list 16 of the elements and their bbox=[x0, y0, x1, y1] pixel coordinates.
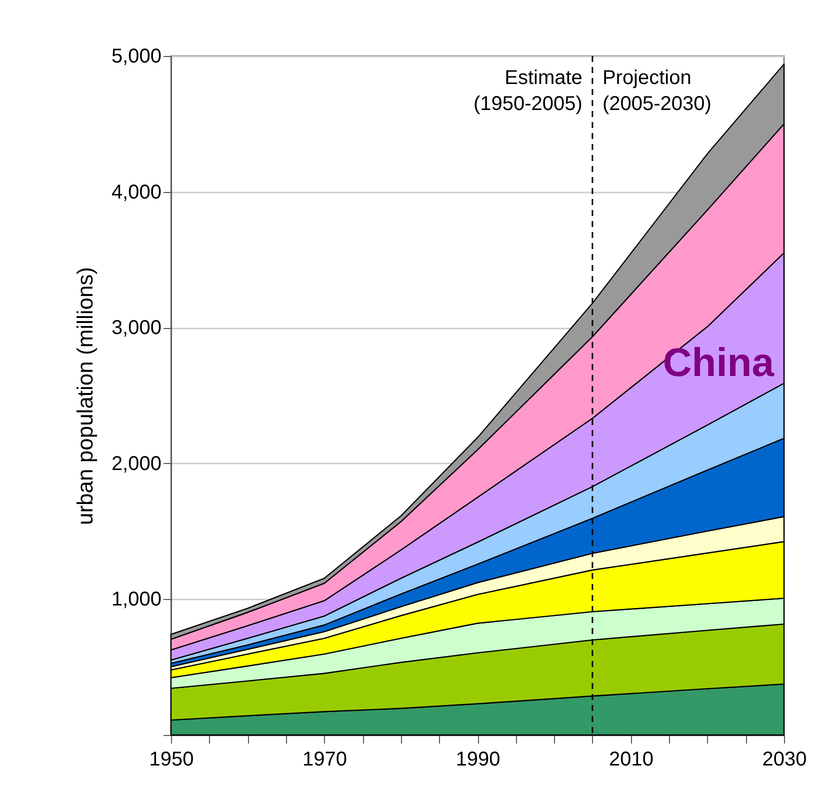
y-tick-label: 3,000 bbox=[111, 317, 162, 340]
annotation: Projection bbox=[602, 67, 692, 89]
y-tick-label: 1,000 bbox=[111, 588, 162, 611]
y-tick-label: 2,000 bbox=[111, 452, 162, 475]
annotation: (2005-2030) bbox=[602, 93, 712, 115]
y-axis-title: urban population (millions) bbox=[72, 266, 98, 526]
series-label: China bbox=[662, 341, 775, 386]
x-tick-label: 1990 bbox=[456, 748, 500, 770]
annotation: Estimate bbox=[504, 67, 582, 89]
x-tick-label: 2030 bbox=[762, 748, 807, 770]
x-tick-label: 2010 bbox=[609, 748, 654, 770]
y-tick-label: 4,000 bbox=[111, 181, 162, 204]
x-tick-label: 1970 bbox=[302, 748, 347, 770]
x-tick-label: 1950 bbox=[149, 748, 194, 770]
y-tick-label: 5,000 bbox=[111, 46, 162, 68]
annotation: (1950-2005) bbox=[473, 93, 582, 115]
